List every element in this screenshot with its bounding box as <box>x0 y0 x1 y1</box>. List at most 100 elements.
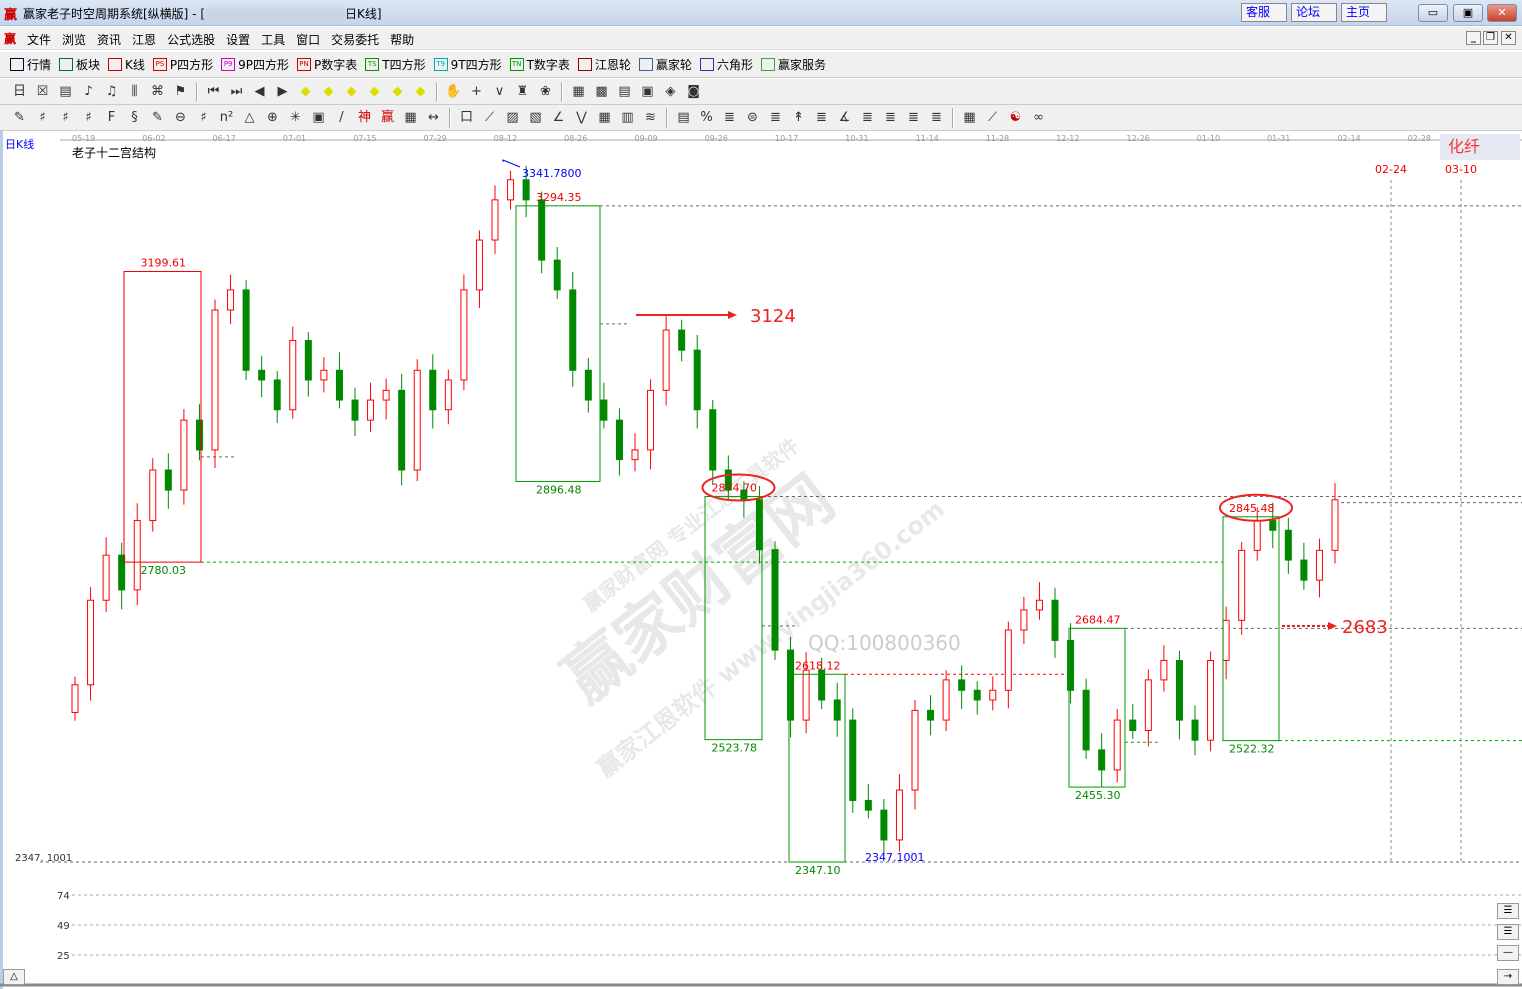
forum-button[interactable]: 论坛 <box>1291 3 1337 22</box>
tool-icon[interactable]: ▤ <box>677 109 690 125</box>
tool-icon[interactable]: ▣ <box>312 109 325 125</box>
tool-icon[interactable]: ♯ <box>85 109 92 125</box>
tool-icon[interactable]: ▩ <box>595 83 608 99</box>
expand-panel-button[interactable]: △ <box>3 969 25 985</box>
toolbar-button[interactable]: 江恩轮 <box>577 56 631 73</box>
menu-item[interactable]: 江恩 <box>132 33 157 47</box>
tool-icon[interactable]: ❀ <box>540 83 551 99</box>
homepage-button[interactable]: 主页 <box>1341 3 1387 22</box>
toolbar-button[interactable]: PS P四方形 <box>152 56 213 73</box>
tool-icon[interactable]: + <box>471 83 482 99</box>
tool-icon[interactable]: ⟋ <box>987 109 998 125</box>
tool-icon[interactable]: 日 <box>12 83 26 99</box>
tool-icon[interactable]: ▦ <box>572 83 585 99</box>
tool-icon[interactable]: ◆ <box>323 83 334 99</box>
menu-item[interactable]: 公式选股 <box>167 33 216 47</box>
tool-icon[interactable]: ∨ <box>494 83 505 99</box>
tool-icon[interactable]: ≣ <box>862 109 873 125</box>
tool-icon[interactable]: ▦ <box>963 109 976 125</box>
tool-icon[interactable]: ⌘ <box>151 83 164 99</box>
tool-icon[interactable]: ◀ <box>254 83 265 99</box>
tool-icon[interactable]: ▤ <box>618 83 631 99</box>
tool-icon[interactable]: ✎ <box>14 109 25 125</box>
menu-item[interactable]: 设置 <box>226 33 251 47</box>
tool-icon[interactable]: ◙ <box>687 83 700 99</box>
tool-icon[interactable]: ↔ <box>428 109 439 125</box>
tool-icon[interactable]: ✎ <box>152 109 163 125</box>
toolbar-button[interactable]: TS T四方形 <box>365 56 426 73</box>
tool-icon[interactable]: ◆ <box>415 83 426 99</box>
close-button[interactable]: ✕ <box>1487 4 1517 22</box>
tool-icon[interactable]: ◆ <box>300 83 311 99</box>
minimize-button[interactable]: ▭ <box>1418 4 1448 22</box>
tool-icon[interactable]: ≣ <box>816 109 827 125</box>
mdi-close-button[interactable]: ✕ <box>1501 31 1516 45</box>
toolbar-button[interactable]: PN P数字表 <box>297 56 357 73</box>
tool-icon[interactable]: ∠ <box>552 109 565 125</box>
tool-icon[interactable]: ∞ <box>1033 109 1044 125</box>
menu-item[interactable]: 帮助 <box>390 33 415 47</box>
menu-item[interactable]: 工具 <box>261 33 286 47</box>
tool-icon[interactable]: ☒ <box>36 83 49 99</box>
scroll-right-button[interactable]: → <box>1497 969 1519 985</box>
tool-icon[interactable]: § <box>131 109 138 125</box>
toolbar-button[interactable]: 赢家服务 <box>760 56 826 73</box>
tool-icon[interactable]: ≣ <box>724 109 735 125</box>
tool-icon[interactable]: ⚑ <box>174 83 187 99</box>
toolbar-button[interactable]: 板块 <box>59 56 100 73</box>
panel-button-1[interactable]: ☰ <box>1497 903 1519 919</box>
tool-icon[interactable]: ♯ <box>200 109 207 125</box>
tool-icon[interactable]: ▥ <box>621 109 634 125</box>
tool-icon[interactable]: ♫ <box>105 83 118 99</box>
tool-icon[interactable]: ✳ <box>290 109 301 125</box>
panel-button-2[interactable]: ☰ <box>1497 924 1519 940</box>
tool-icon[interactable]: ♪ <box>84 83 93 99</box>
tool-icon[interactable]: / <box>339 109 344 125</box>
menu-item[interactable]: 文件 <box>27 33 52 47</box>
tool-icon[interactable]: ≣ <box>770 109 781 125</box>
tool-icon[interactable]: ✋ <box>445 83 462 99</box>
tool-icon[interactable]: ▣ <box>641 83 654 99</box>
tool-icon[interactable]: ↟ <box>793 109 804 125</box>
toolbar-button[interactable]: 赢家轮 <box>638 56 692 73</box>
tool-icon[interactable]: 口 <box>459 109 473 125</box>
toolbar-button[interactable]: 行情 <box>10 56 51 73</box>
tool-icon[interactable]: ⊕ <box>267 109 278 125</box>
tool-icon[interactable]: ◆ <box>369 83 380 99</box>
tool-icon[interactable]: ⊖ <box>175 109 186 125</box>
menu-item[interactable]: 浏览 <box>62 33 87 47</box>
tool-icon[interactable]: ∡ <box>838 109 851 125</box>
tool-icon[interactable]: ☯ <box>1009 109 1022 125</box>
tool-icon[interactable]: ⟋ <box>484 109 495 125</box>
panel-button-3[interactable]: — <box>1497 945 1519 961</box>
menu-item[interactable]: 窗口 <box>296 33 321 47</box>
menu-item[interactable]: 交易委托 <box>331 33 380 47</box>
mdi-restore-button[interactable]: ❐ <box>1483 31 1498 45</box>
tool-icon[interactable]: F <box>107 109 116 125</box>
tool-icon[interactable]: ▧ <box>529 109 542 125</box>
tool-icon[interactable]: ≋ <box>645 109 656 125</box>
tool-icon[interactable]: ◆ <box>392 83 403 99</box>
tool-icon[interactable]: ◆ <box>346 83 357 99</box>
tool-icon[interactable]: ≣ <box>885 109 896 125</box>
tool-icon[interactable]: ⋁ <box>576 109 587 125</box>
tool-icon[interactable]: % <box>700 109 713 125</box>
tool-icon[interactable]: 神 <box>357 109 371 125</box>
tool-icon[interactable]: ⊜ <box>747 109 758 125</box>
tool-icon[interactable]: ♯ <box>62 109 69 125</box>
tool-icon[interactable]: ▦ <box>404 109 417 125</box>
tool-icon[interactable]: ≣ <box>908 109 919 125</box>
tool-icon[interactable]: 赢 <box>380 109 394 125</box>
toolbar-button[interactable]: T9 9T四方形 <box>433 56 502 73</box>
tool-icon[interactable]: ⏮ <box>207 83 220 99</box>
tool-icon[interactable]: n² <box>219 109 234 125</box>
tool-icon[interactable]: ♯ <box>39 109 46 125</box>
tool-icon[interactable]: ≣ <box>931 109 942 125</box>
customer-service-button[interactable]: 客服 <box>1241 3 1287 22</box>
tool-icon[interactable]: ◈ <box>665 83 676 99</box>
kline-chart[interactable]: 05-19 06-02 06-17 07-01 07-15 07-29 08-12 08-26… <box>0 130 1522 989</box>
tool-icon[interactable]: △ <box>244 109 255 125</box>
toolbar-button[interactable]: K线 <box>108 56 145 73</box>
menu-item[interactable]: 资讯 <box>97 33 122 47</box>
tool-icon[interactable]: ▦ <box>598 109 611 125</box>
